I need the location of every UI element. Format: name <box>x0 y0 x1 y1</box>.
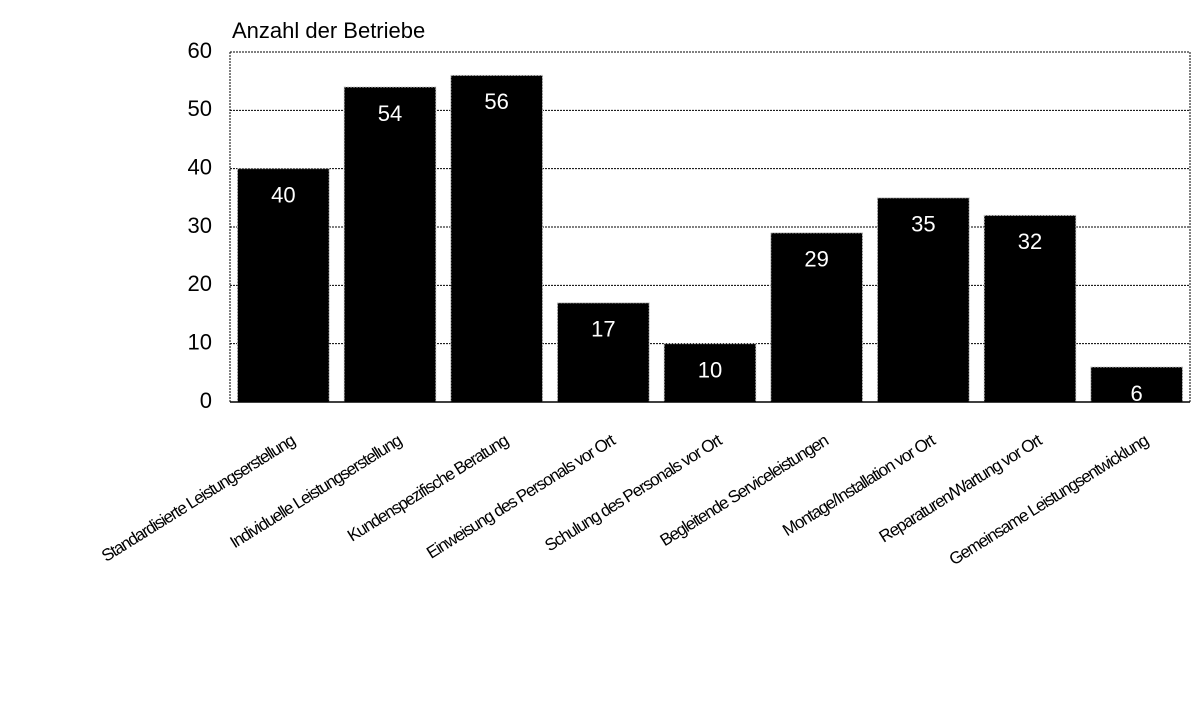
value-label: 6 <box>1131 381 1143 406</box>
y-axis-label: Anzahl der Betriebe <box>232 18 425 43</box>
bar <box>663 343 757 403</box>
x-tick-label: Schulung des Personals vor Ort <box>541 430 725 555</box>
bar <box>236 168 330 403</box>
x-tick-label: Standardisierte Leistungserstellung <box>98 431 298 566</box>
x-tick-label: Individuelle Leistungserstellung <box>227 431 405 552</box>
value-label: 40 <box>271 182 295 207</box>
x-tick-label: Einweisung des Personals vor Ort <box>423 430 619 562</box>
value-label: 32 <box>1018 229 1042 254</box>
value-label: 56 <box>484 89 508 114</box>
y-tick-label: 30 <box>188 213 212 238</box>
bar <box>770 232 864 403</box>
bar <box>343 86 437 403</box>
bar <box>876 197 970 403</box>
value-label: 17 <box>591 317 615 342</box>
bar <box>450 74 544 403</box>
bar <box>556 302 650 403</box>
value-label: 10 <box>698 357 722 382</box>
y-tick-label: 20 <box>188 271 212 296</box>
value-label: 54 <box>378 101 402 126</box>
x-tick-label: Begleitende Serviceleistungen <box>657 431 832 550</box>
y-tick-label: 60 <box>188 38 212 63</box>
y-tick-label: 10 <box>188 329 212 354</box>
y-tick-label: 40 <box>188 154 212 179</box>
bar <box>983 214 1077 403</box>
value-label: 35 <box>911 212 935 237</box>
value-label: 29 <box>804 247 828 272</box>
y-tick-label: 0 <box>200 388 212 413</box>
y-tick-label: 50 <box>188 96 212 121</box>
x-tick-label: Gemeinsame Leistungsentwicklung <box>946 431 1152 570</box>
